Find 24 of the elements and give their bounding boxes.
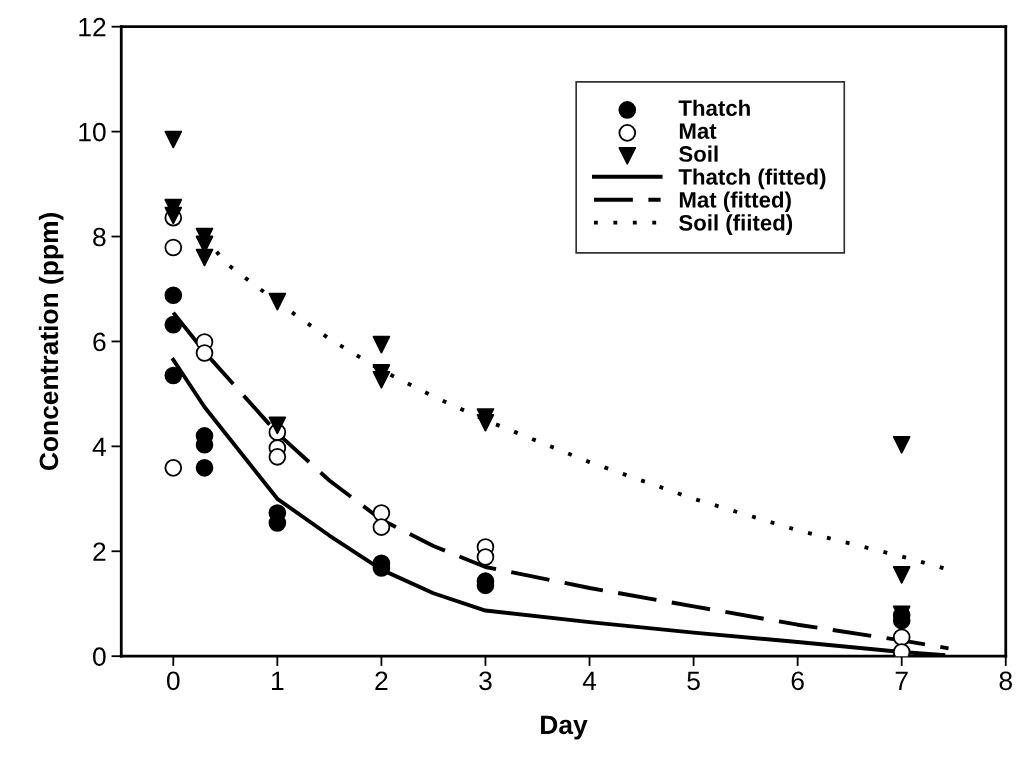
x-tick-label: 3 (479, 671, 492, 691)
legend-label: Thatch (fitted) (678, 168, 826, 190)
x-tick-label: 0 (166, 671, 180, 691)
y-tick-label: 10 (79, 122, 106, 142)
x-tick-label: 8 (999, 671, 1012, 691)
x-tick-label: 2 (375, 671, 388, 690)
x-tick-label: 7 (895, 671, 908, 690)
y-tick-label: 0 (93, 647, 106, 666)
legend-label: Mat (fitted) (679, 191, 791, 213)
x-tick-label: 4 (582, 671, 597, 690)
legend-label: Mat (679, 123, 717, 139)
x-tick-label: 1 (272, 671, 284, 690)
legend-label: Thatch (678, 99, 750, 116)
x-axis-title: Day (541, 715, 588, 740)
y-tick-label: 6 (93, 332, 106, 352)
y-tick-label: 12 (79, 17, 106, 37)
y-tick-label: 2 (93, 542, 106, 561)
x-tick-label: 6 (791, 671, 804, 691)
legend-label: Soil (fiited) (679, 214, 793, 236)
y-tick-label: 4 (92, 437, 106, 456)
y-tick-label: 8 (93, 227, 106, 247)
x-tick-label: 5 (687, 671, 700, 691)
y-axis-title: Concentration (ppm) (38, 213, 64, 471)
legend-label: Soil (679, 145, 718, 162)
